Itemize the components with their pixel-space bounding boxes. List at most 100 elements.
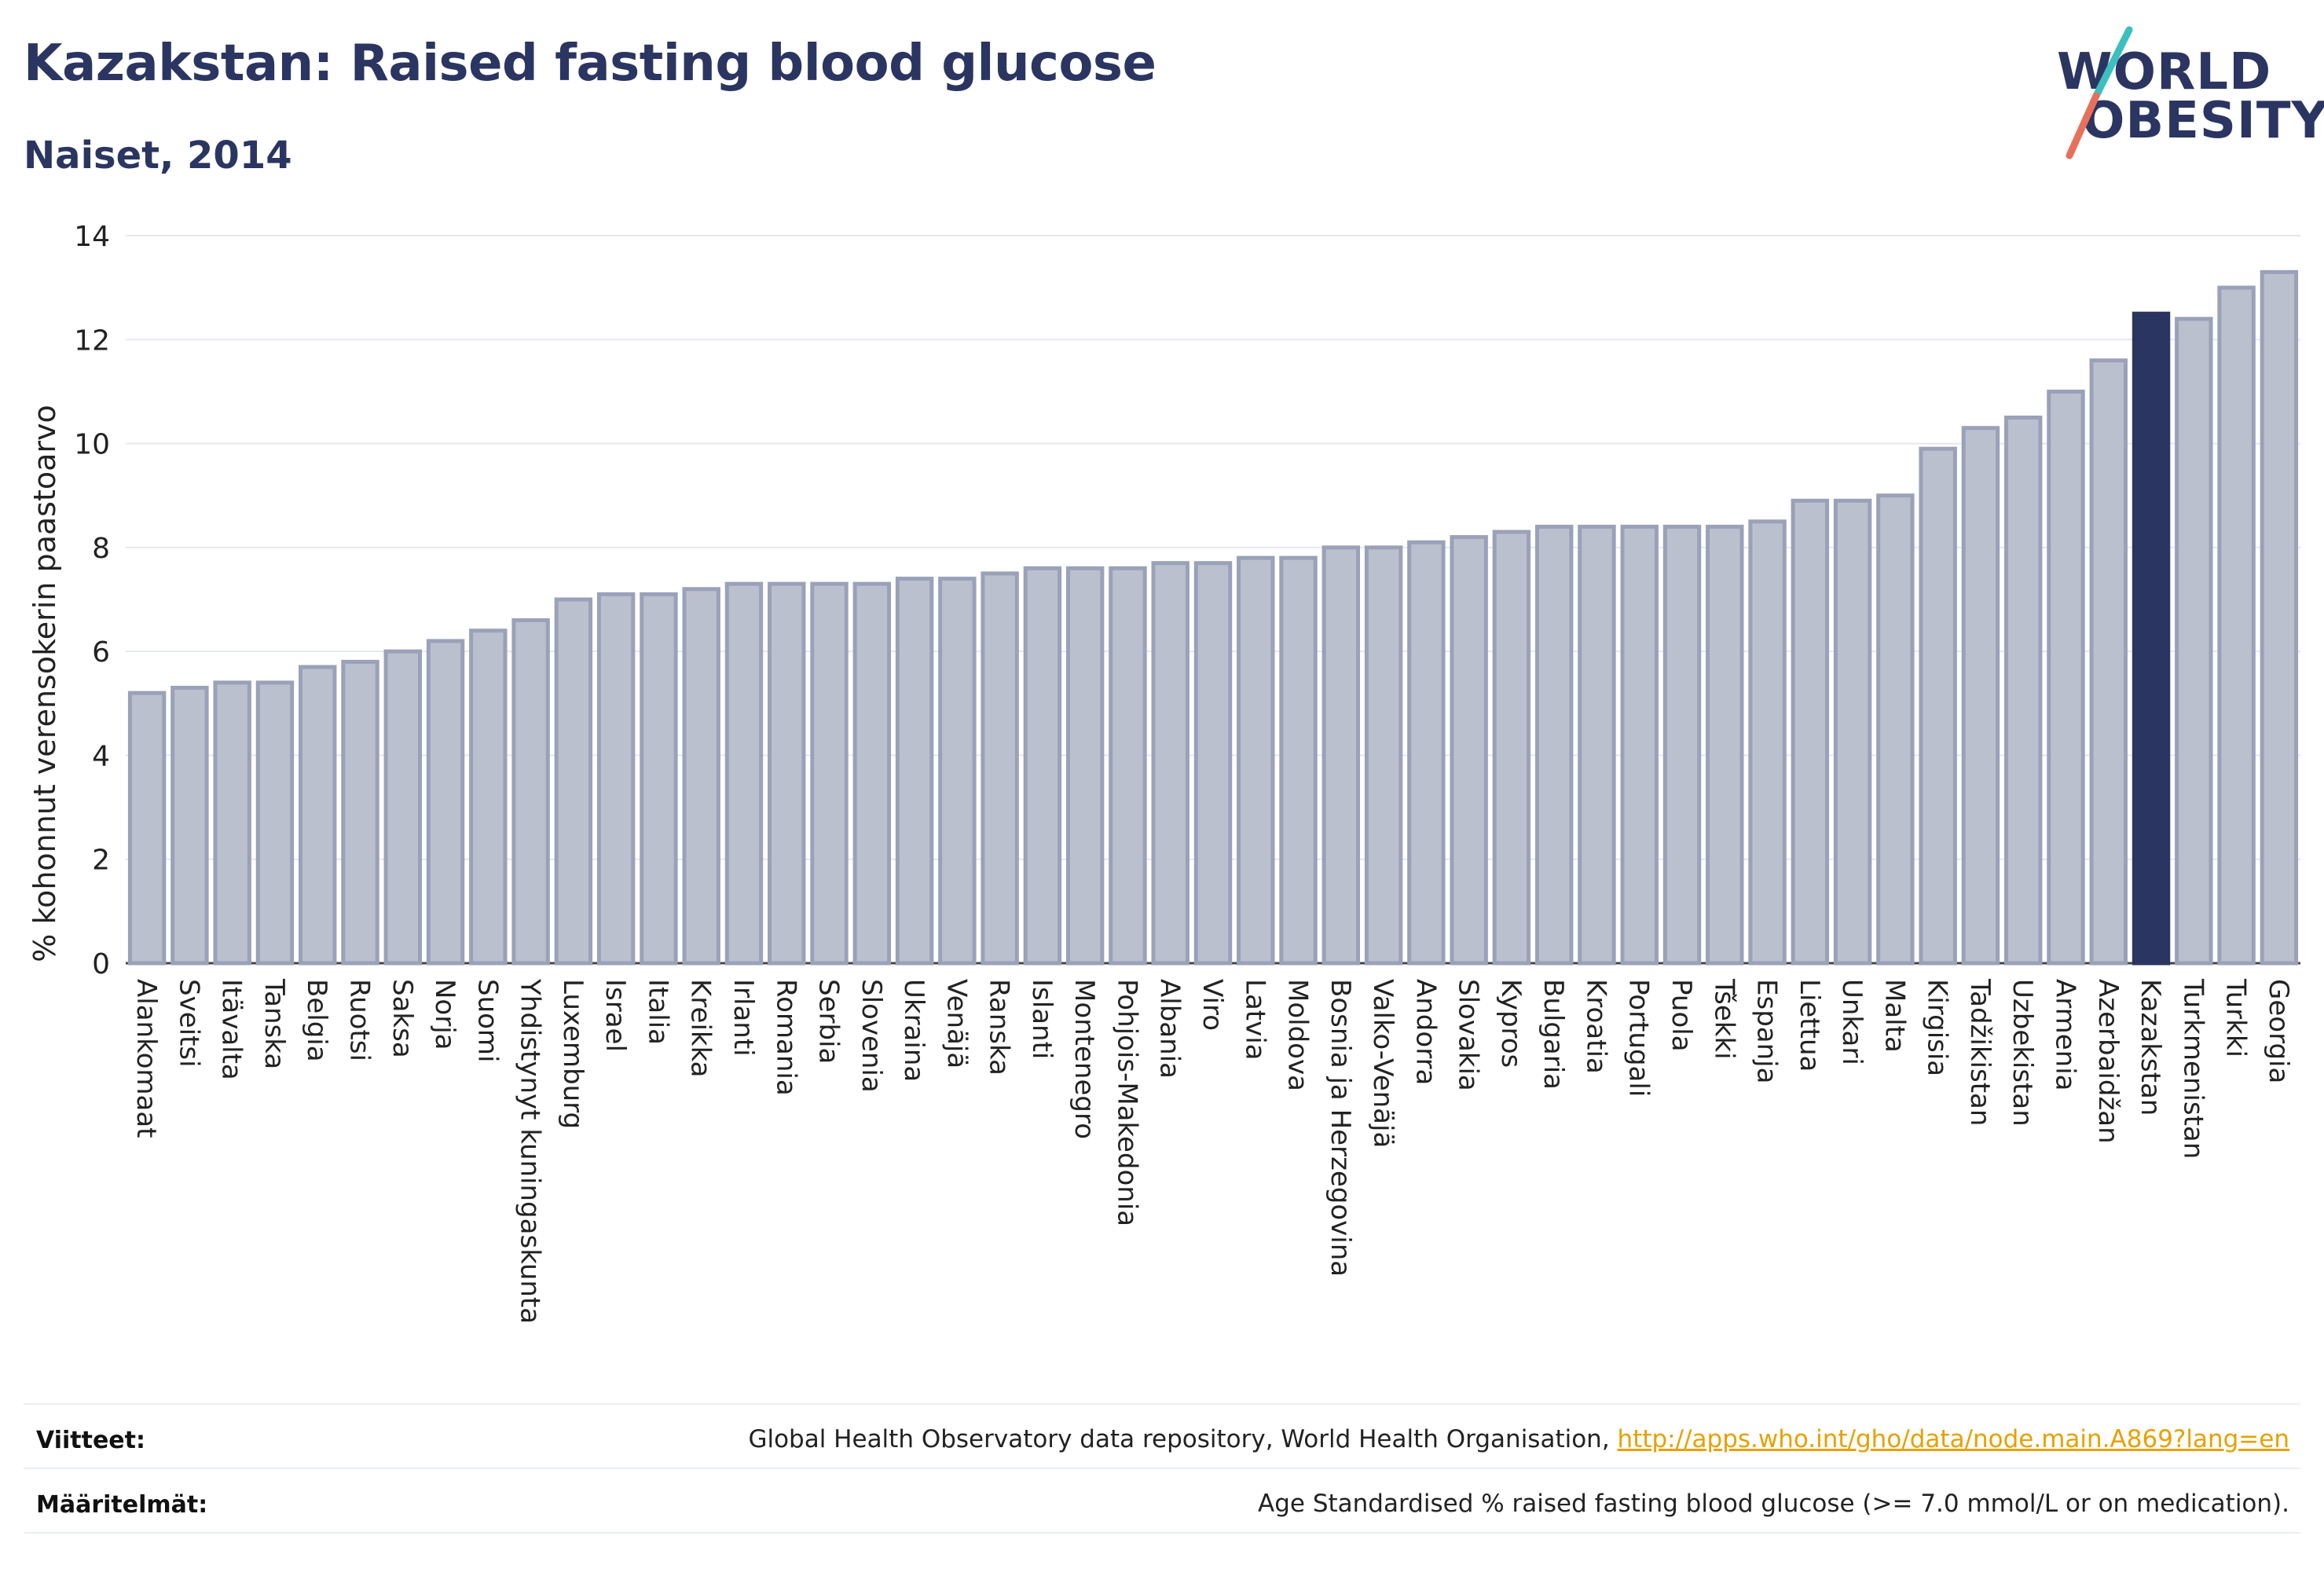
x-tick-label: Valko-Venäjä: [1367, 979, 1398, 1148]
bar: [724, 581, 764, 966]
bar: [170, 685, 209, 966]
x-tick-label: Italia: [642, 979, 673, 1045]
logo-line-2: OBESITY: [2082, 92, 2324, 150]
x-tick-label: Irlanti: [728, 979, 759, 1057]
x-tick-label: Tadžikistan: [1964, 978, 1996, 1126]
x-tick-label: Albania: [1154, 979, 1186, 1079]
bar: [1919, 446, 1957, 966]
x-tick-label: Tanska: [258, 978, 290, 1069]
x-tick-label: Alankomaat: [130, 979, 162, 1138]
bar-chart: 0 2 4 6 8 10 12 14 Alankomaat Sveitsi Itävalta Tan…: [27, 221, 2300, 1324]
bar: [981, 571, 1019, 966]
x-tick-label: Ukraina: [898, 979, 929, 1082]
bar: [2004, 416, 2043, 966]
y-tick-label: 12: [74, 324, 110, 357]
bar: [1620, 524, 1659, 966]
y-tick-label: 0: [92, 948, 110, 980]
bar: [1534, 524, 1574, 966]
x-tick-label: Norja: [429, 979, 460, 1050]
bar: [1876, 493, 1915, 966]
bar: [127, 691, 167, 966]
x-tick-label: Slovenia: [856, 979, 887, 1093]
bar: [1450, 535, 1488, 966]
bar: [852, 581, 892, 966]
bar: [895, 577, 934, 966]
y-tick-label: 4: [92, 740, 110, 772]
bar: [2089, 358, 2128, 966]
x-tick-labels: Alankomaat Sveitsi Itävalta Tanska Belgia Ruo…: [130, 978, 2294, 1324]
x-tick-label: Islanti: [1026, 979, 1058, 1059]
logo-slash-icon: [2066, 26, 2133, 159]
bar: [1961, 426, 2000, 966]
x-tick-label: Itävalta: [216, 979, 247, 1080]
x-tick-label: Bosnia ja Herzegovina: [1325, 979, 1356, 1277]
y-tick-label: 10: [74, 429, 110, 461]
x-tick-label: Belgia: [301, 979, 332, 1062]
sources-citation: Global Health Observatory data repositor…: [748, 1425, 1618, 1453]
y-tick-label: 14: [74, 221, 110, 253]
x-tick-label: Portugali: [1623, 979, 1655, 1097]
bar: [341, 659, 379, 966]
world-obesity-logo: WORLD OBESITY: [2035, 24, 2324, 165]
bar: [2047, 389, 2085, 966]
sources-text: Global Health Observatory data repositor…: [748, 1425, 2289, 1453]
bar: [1193, 561, 1233, 966]
bar: [596, 592, 636, 966]
footer-divider-bottom: [24, 1532, 2300, 1534]
bar: [2260, 269, 2299, 966]
y-tick-labels: 0 2 4 6 8 10 12 14: [74, 221, 110, 980]
bar: [2217, 285, 2256, 966]
x-tick-label: Georgia: [2263, 979, 2294, 1083]
x-tick-label: Uzbekistan: [2007, 979, 2038, 1127]
x-tick-label: Azerbaidžan: [2092, 979, 2124, 1144]
bar: [1748, 519, 1787, 966]
bar: [213, 680, 251, 966]
bar: [1109, 566, 1147, 966]
x-tick-label: Moldova: [1282, 979, 1314, 1091]
chart-title: Kazakstan: Raised fasting blood glucose: [24, 35, 1157, 93]
x-tick-label: Ruotsi: [344, 979, 376, 1061]
bar: [469, 629, 508, 966]
footer-divider-middle: [24, 1468, 2300, 1469]
bar: [1662, 524, 1702, 966]
x-tick-label: Pohjois-Makedonia: [1111, 979, 1142, 1226]
bar: [1578, 524, 1616, 966]
sources-link[interactable]: http://apps.who.int/gho/data/node.main.A…: [1617, 1425, 2289, 1453]
chart-subtitle: Naiset, 2014: [24, 134, 292, 178]
x-tick-label: Malta: [1879, 979, 1910, 1053]
bar: [1237, 555, 1275, 966]
bar: [640, 592, 678, 966]
bar: [768, 581, 806, 966]
x-tick-label: Kypros: [1495, 979, 1527, 1068]
x-tick-label: Puola: [1666, 979, 1697, 1052]
x-tick-label: Turkki: [2220, 978, 2252, 1057]
x-tick-label: Andorra: [1409, 979, 1441, 1085]
bar: [1321, 545, 1361, 966]
bar: [810, 581, 849, 966]
x-tick-label: Tšekki: [1708, 978, 1739, 1060]
x-tick-label: Israel: [599, 979, 631, 1052]
x-tick-label: Luxemburg: [557, 979, 588, 1129]
bar: [1065, 566, 1105, 966]
x-tick-label: Suomi: [471, 979, 503, 1063]
bar: [1279, 555, 1318, 966]
x-tick-label: Viro: [1197, 979, 1228, 1031]
x-tick-label: Kazakstan: [2135, 979, 2166, 1116]
bar: [1023, 566, 1062, 966]
y-axis-label: % kohonnut verensokerin paastoarvo: [27, 405, 62, 962]
x-tick-label: Espanja: [1751, 979, 1783, 1083]
bar: [1151, 561, 1189, 966]
x-tick-label: Yhdistynyt kuningaskunta: [515, 978, 546, 1324]
bar: [1492, 530, 1531, 966]
bar: [1407, 540, 1446, 966]
x-tick-label: Kirgisia: [1922, 979, 1953, 1076]
bar: [511, 618, 550, 966]
x-tick-label: Romania: [770, 979, 801, 1096]
bar: [383, 649, 422, 966]
bar: [255, 680, 295, 966]
sources-label: Viitteet:: [36, 1427, 145, 1454]
bar: [2175, 317, 2213, 966]
bar: [554, 597, 593, 966]
x-tick-label: Saksa: [387, 979, 418, 1058]
x-tick-label: Turkmenistan: [2177, 978, 2209, 1159]
